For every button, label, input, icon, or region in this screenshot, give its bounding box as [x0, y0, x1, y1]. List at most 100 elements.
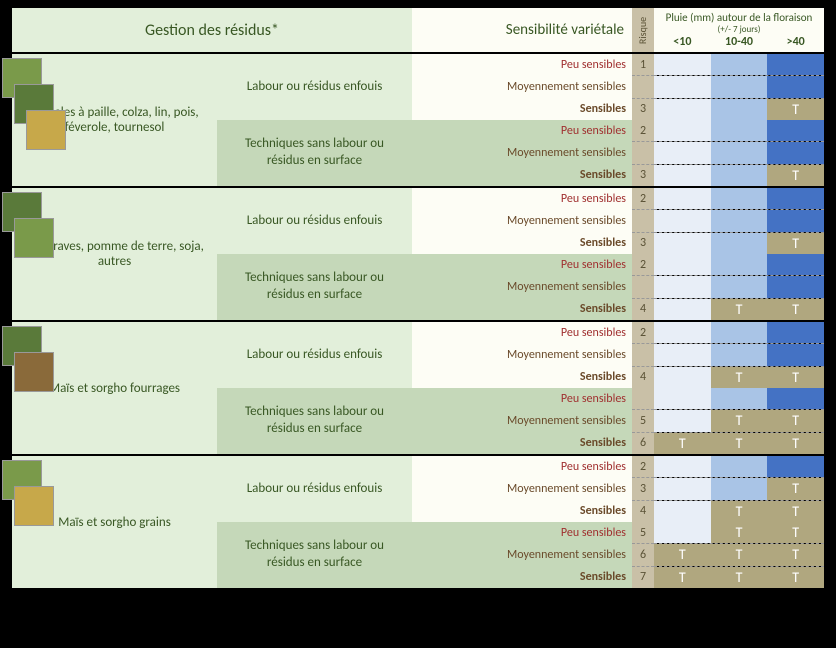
- rain-row: [654, 456, 824, 478]
- rain-row: [654, 299, 824, 320]
- risk-col: 24: [632, 322, 654, 388]
- risk-col: 567: [632, 522, 654, 588]
- rain-row: [654, 501, 824, 522]
- mgmt-block: Techniques sans labour ou résidus en sur…: [217, 254, 824, 320]
- header-sensibilite: Sensibilité variétale: [412, 8, 632, 52]
- risk-cell: 4: [632, 367, 654, 388]
- rain-cell: [767, 501, 824, 522]
- risk-col: 234: [632, 456, 654, 522]
- crop-block: Céréales à paille, colza, lin, pois, fév…: [12, 52, 824, 186]
- risk-cell: 5: [632, 522, 654, 544]
- sens-row: Peu sensibles: [412, 254, 632, 276]
- sens-row: Peu sensibles: [412, 120, 632, 142]
- rain-row: [654, 120, 824, 142]
- rain-cell: [654, 120, 711, 141]
- crop-label-text: Maïs et sorgho grains: [58, 515, 171, 530]
- rain-cell: [767, 165, 824, 186]
- rain-cell: [654, 410, 711, 431]
- rain-cell: [711, 188, 768, 209]
- rain-cell: [654, 522, 711, 543]
- sens-row: Sensibles: [412, 500, 632, 522]
- rain-cell: [654, 233, 711, 254]
- rain-cell: [767, 54, 824, 75]
- crop-right: Labour ou résidus enfouisPeu sensiblesMo…: [217, 188, 824, 320]
- rain-cell: [767, 254, 824, 275]
- rain-cell: [654, 388, 711, 409]
- rain-cell: [654, 299, 711, 320]
- mgmt-label: Techniques sans labour ou résidus en sur…: [217, 120, 412, 186]
- rain-cell: [711, 501, 768, 522]
- rain-subtitle: (+/- 7 jours): [718, 24, 761, 35]
- rain-cell: [654, 478, 711, 499]
- sens-col: Peu sensiblesMoyennement sensiblesSensib…: [412, 188, 632, 254]
- rain-cell: [654, 433, 711, 454]
- rain-cell: [711, 233, 768, 254]
- header-residus: Gestion des résidus*: [12, 8, 412, 52]
- rain-cell: [767, 410, 824, 431]
- rain-cell: [711, 120, 768, 141]
- sens-row: Sensibles: [412, 566, 632, 588]
- risk-cell: [632, 276, 654, 298]
- rain-cell: [767, 322, 824, 343]
- crop-right: Labour ou résidus enfouisPeu sensiblesMo…: [217, 322, 824, 454]
- rain-bin: 10-40: [711, 35, 768, 49]
- mgmt-label: Techniques sans labour ou résidus en sur…: [217, 388, 412, 454]
- rain-cell: [767, 210, 824, 231]
- rain-cell: [654, 254, 711, 275]
- rain-cell: [711, 299, 768, 320]
- rain-col: [654, 456, 824, 522]
- rain-cell: [711, 210, 768, 231]
- rain-title: Pluie (mm) autour de la floraison: [666, 11, 813, 24]
- rain-cell: [711, 76, 768, 97]
- rain-cell: [711, 142, 768, 163]
- crop-label-text: Maïs et sorgho fourrages: [49, 381, 180, 396]
- mgmt-block: Labour ou résidus enfouisPeu sensiblesMo…: [217, 322, 824, 388]
- rain-cell: [711, 410, 768, 431]
- rain-cell: [767, 478, 824, 499]
- rain-cell: [654, 367, 711, 388]
- rain-cell: [711, 478, 768, 499]
- risk-cell: [632, 142, 654, 164]
- mgmt-label: Techniques sans labour ou résidus en sur…: [217, 522, 412, 588]
- rain-row: [654, 433, 824, 454]
- rain-cell: [711, 567, 768, 588]
- header-row: Gestion des résidus* Sensibilité variéta…: [12, 8, 824, 52]
- rain-row: [654, 388, 824, 410]
- rain-cell: [711, 99, 768, 120]
- crop-thumb-icon: [14, 486, 54, 526]
- risk-cell: 6: [632, 544, 654, 566]
- sens-row: Moyennement sensibles: [412, 142, 632, 164]
- risk-cell: [632, 388, 654, 410]
- crop-right: Labour ou résidus enfouisPeu sensiblesMo…: [217, 54, 824, 186]
- rain-row: [654, 165, 824, 186]
- rain-cell: [654, 276, 711, 297]
- risk-cell: 4: [632, 501, 654, 522]
- rain-col: [654, 254, 824, 320]
- mgmt-label: Techniques sans labour ou résidus en sur…: [217, 254, 412, 320]
- rain-row: [654, 567, 824, 588]
- mgmt-block: Labour ou résidus enfouisPeu sensiblesMo…: [217, 456, 824, 522]
- mgmt-block: Techniques sans labour ou résidus en sur…: [217, 522, 824, 588]
- rain-cell: [711, 254, 768, 275]
- rain-cell: [767, 299, 824, 320]
- risk-col: 23: [632, 188, 654, 254]
- risk-cell: [632, 76, 654, 98]
- rain-col: [654, 120, 824, 186]
- rain-col: [654, 522, 824, 588]
- mgmt-label: Labour ou résidus enfouis: [217, 322, 412, 388]
- rain-cell: [767, 433, 824, 454]
- sens-col: Peu sensiblesMoyennement sensiblesSensib…: [412, 522, 632, 588]
- rain-cell: [711, 276, 768, 297]
- crop-thumb-icon: [14, 352, 54, 392]
- sens-row: Sensibles: [412, 98, 632, 120]
- risk-table: Gestion des résidus* Sensibilité variéta…: [12, 8, 824, 590]
- sens-row: Moyennement sensibles: [412, 344, 632, 366]
- sens-col: Peu sensiblesMoyennement sensiblesSensib…: [412, 322, 632, 388]
- sens-row: Moyennement sensibles: [412, 276, 632, 298]
- rain-cell: [767, 99, 824, 120]
- rain-cell: [767, 276, 824, 297]
- rain-cell: [711, 165, 768, 186]
- rain-row: [654, 276, 824, 298]
- rain-col: [654, 188, 824, 254]
- sens-row: Moyennement sensibles: [412, 410, 632, 432]
